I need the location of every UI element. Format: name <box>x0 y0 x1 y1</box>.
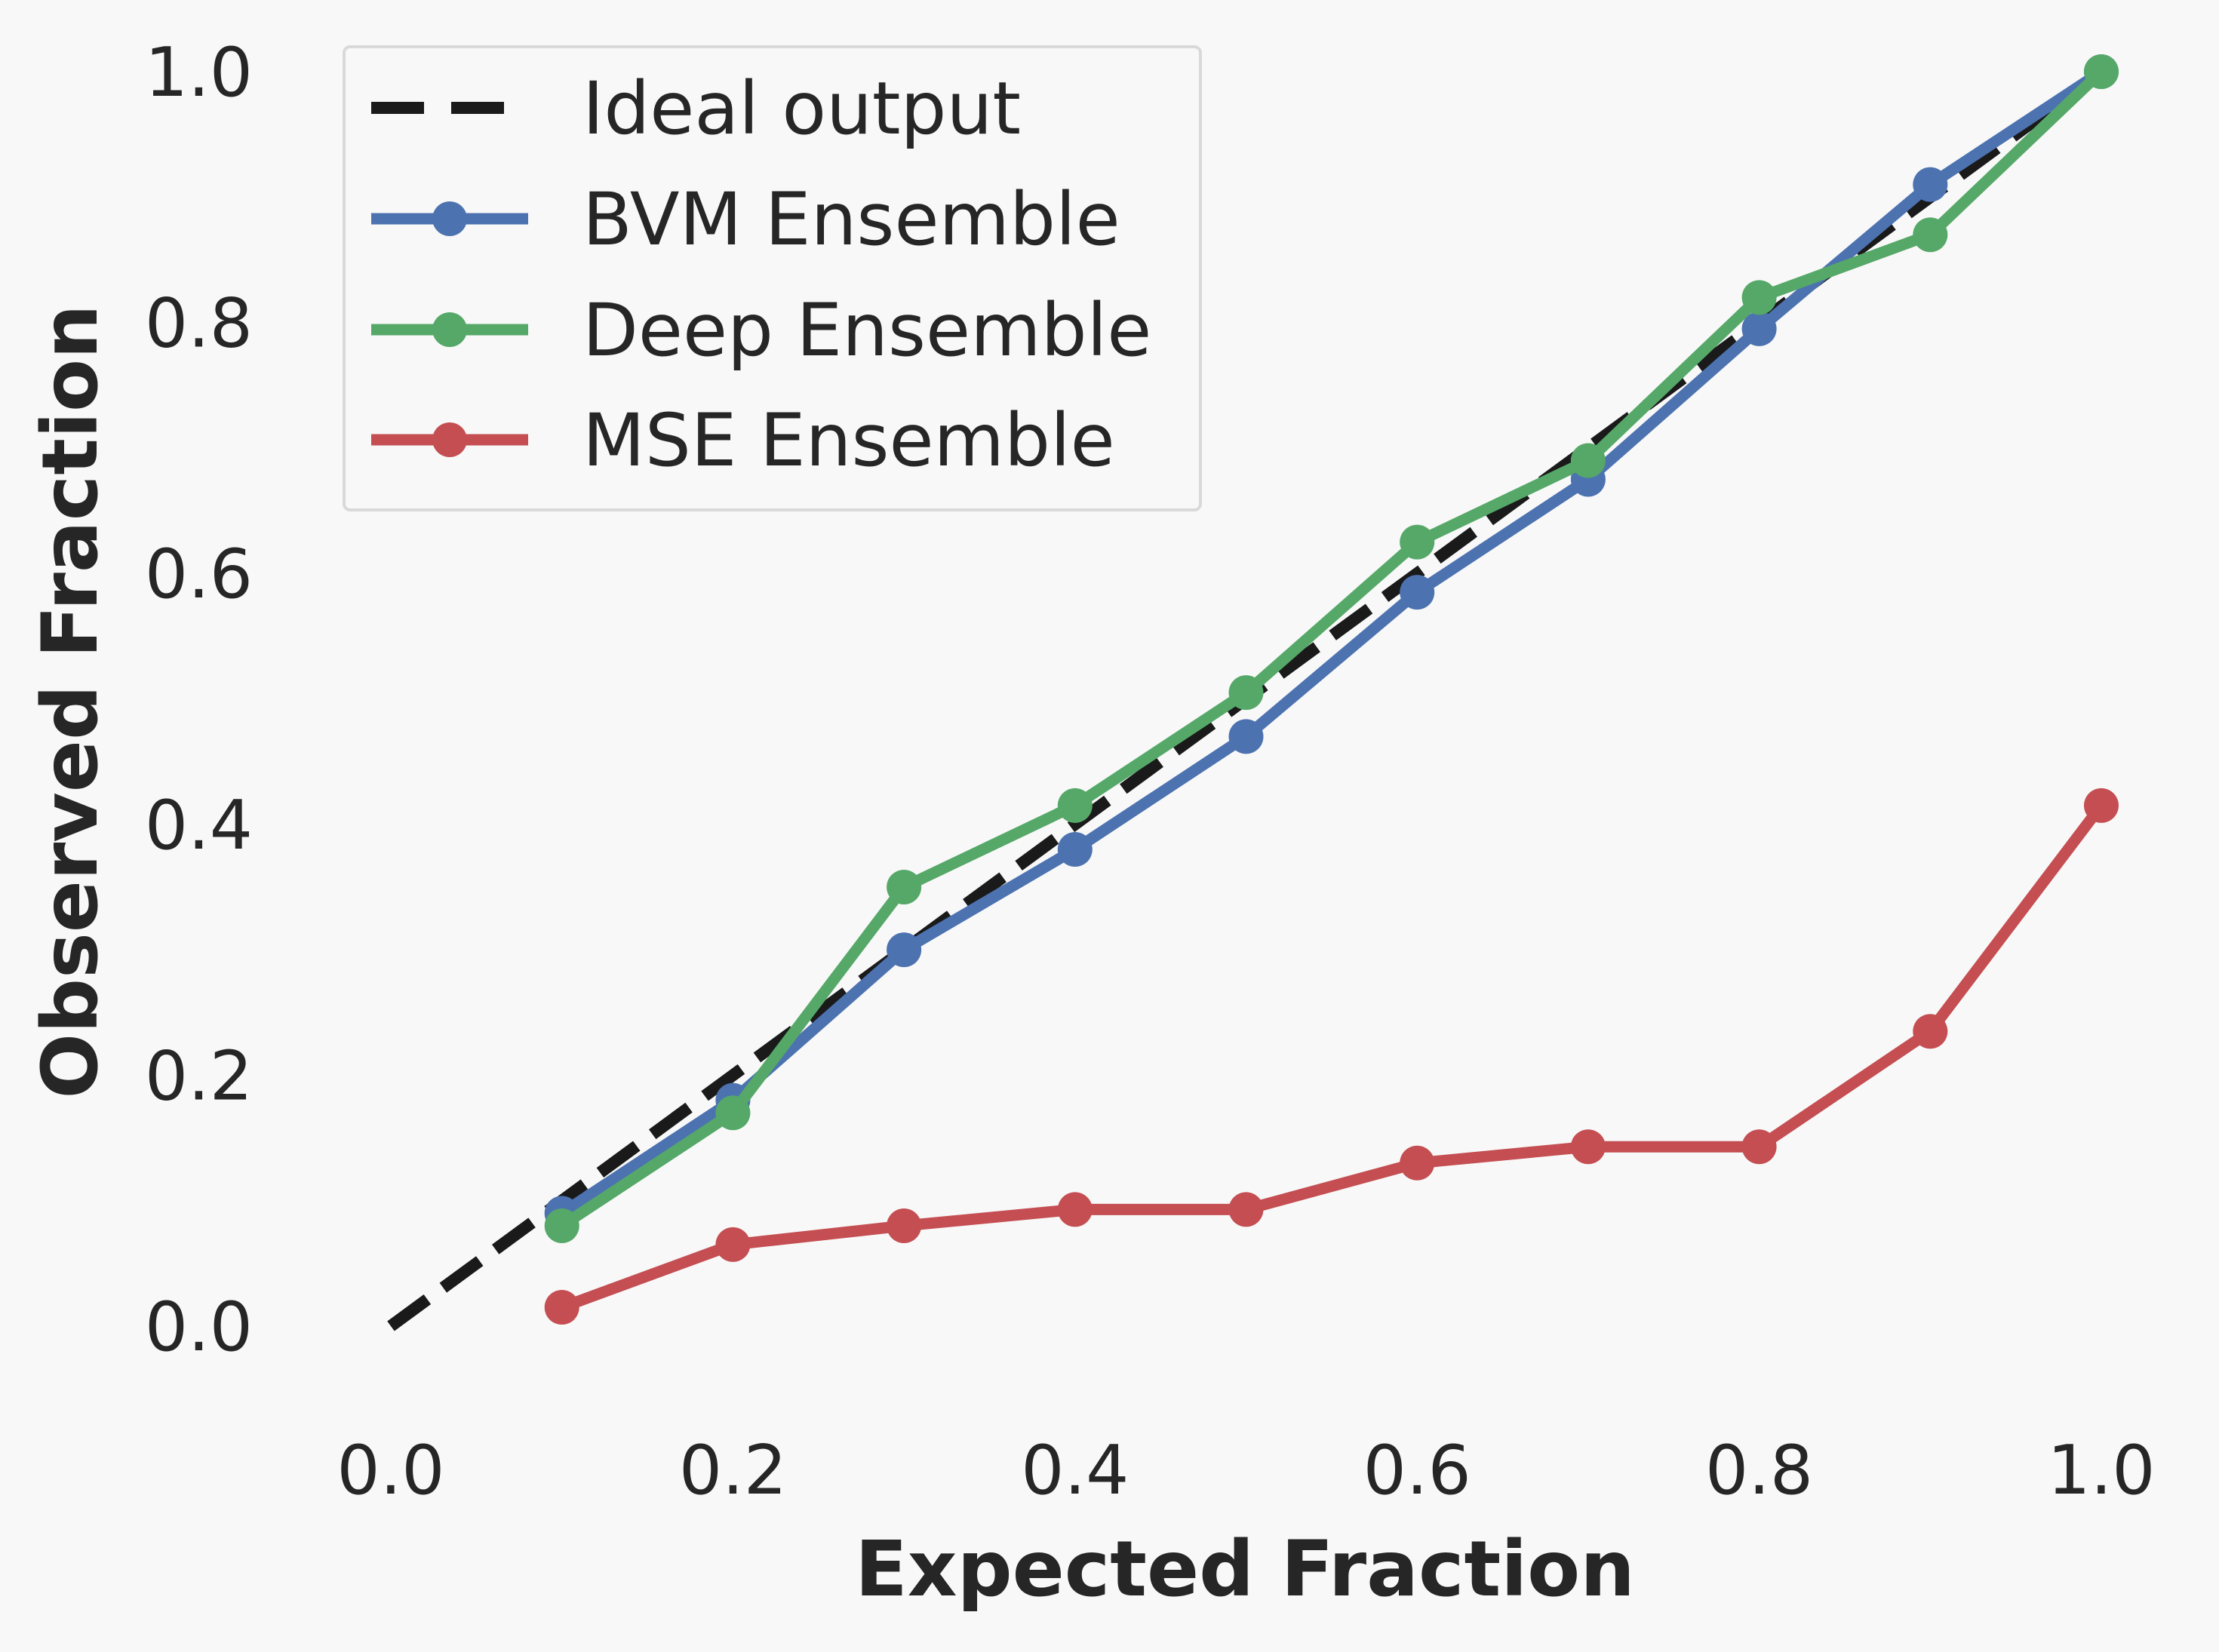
data-point-deep-ensemble <box>1741 280 1777 315</box>
series-deep-ensemble <box>544 54 2119 1243</box>
data-point-bvm-ensemble <box>1228 719 1264 754</box>
y-tick-label: 0.6 <box>145 535 253 614</box>
legend-marker-deep-ensemble <box>432 312 467 347</box>
data-point-deep-ensemble <box>715 1095 751 1131</box>
legend-entry-deep-ensemble: Deep Ensemble <box>371 288 1151 373</box>
legend-frame <box>343 45 1202 511</box>
data-point-bvm-ensemble <box>1741 311 1777 346</box>
x-axis-title: Expected Fraction <box>855 1525 1635 1614</box>
data-point-mse-ensemble <box>887 1208 922 1243</box>
data-point-deep-ensemble <box>1570 443 1606 478</box>
series-line-mse-ensemble <box>560 802 2106 1313</box>
x-axis-ticks: 0.0 0.2 0.4 0.6 0.8 1.0 <box>337 1431 2155 1510</box>
data-point-bvm-ensemble <box>1057 832 1093 867</box>
data-point-deep-ensemble <box>887 869 922 904</box>
series-line-deep-ensemble <box>558 67 2106 1231</box>
plot-area <box>387 54 2119 1331</box>
data-point-mse-ensemble <box>1057 1192 1093 1227</box>
data-point-mse-ensemble <box>715 1227 751 1262</box>
legend: Ideal output BVM Ensemble Deep Ensemble MSE… <box>343 45 1202 511</box>
legend-marker-bvm-ensemble <box>432 201 467 236</box>
data-point-deep-ensemble <box>1228 675 1264 711</box>
legend-label-ideal-output: Ideal output <box>582 66 1021 151</box>
data-point-deep-ensemble <box>1057 788 1093 823</box>
x-tick-label: 0.0 <box>337 1431 444 1510</box>
data-point-mse-ensemble <box>1913 1014 1948 1049</box>
data-point-mse-ensemble <box>1570 1129 1606 1165</box>
x-tick-label: 0.4 <box>1021 1431 1129 1510</box>
y-tick-label: 0.2 <box>145 1036 253 1116</box>
data-point-bvm-ensemble <box>1400 575 1435 610</box>
series-mse-ensemble <box>544 788 2119 1325</box>
x-tick-label: 0.6 <box>1363 1431 1471 1510</box>
legend-label-deep-ensemble: Deep Ensemble <box>582 288 1151 373</box>
x-tick-label: 0.2 <box>679 1431 787 1510</box>
series-line-bvm-ensemble <box>558 66 2105 1218</box>
y-tick-label: 0.8 <box>145 284 253 364</box>
legend-label-bvm-ensemble: BVM Ensemble <box>582 177 1120 262</box>
y-tick-label: 1.0 <box>145 33 253 112</box>
y-axis-ticks: 0.0 0.2 0.4 0.6 0.8 1.0 <box>145 33 253 1367</box>
data-point-deep-ensemble <box>1400 524 1435 560</box>
legend-entry-mse-ensemble: MSE Ensemble <box>371 398 1115 483</box>
y-axis-title: Observed Fraction <box>26 304 115 1098</box>
data-point-deep-ensemble <box>544 1208 579 1243</box>
legend-entry-ideal-output: Ideal output <box>371 66 1021 151</box>
legend-entry-bvm-ensemble: BVM Ensemble <box>371 177 1120 262</box>
data-point-mse-ensemble <box>2084 788 2119 823</box>
data-point-bvm-ensemble <box>887 932 922 968</box>
data-point-deep-ensemble <box>2084 54 2119 89</box>
data-point-mse-ensemble <box>1400 1145 1435 1181</box>
y-tick-label: 0.0 <box>145 1288 253 1367</box>
x-tick-label: 1.0 <box>2047 1431 2155 1510</box>
legend-label-mse-ensemble: MSE Ensemble <box>582 398 1115 483</box>
data-point-bvm-ensemble <box>1913 167 1948 202</box>
legend-marker-mse-ensemble <box>432 422 467 457</box>
data-point-mse-ensemble <box>1741 1129 1777 1165</box>
y-tick-label: 0.4 <box>145 786 253 865</box>
data-point-mse-ensemble <box>1228 1192 1264 1227</box>
x-tick-label: 0.8 <box>1705 1431 1813 1510</box>
data-point-mse-ensemble <box>544 1290 579 1325</box>
data-point-deep-ensemble <box>1913 217 1948 253</box>
